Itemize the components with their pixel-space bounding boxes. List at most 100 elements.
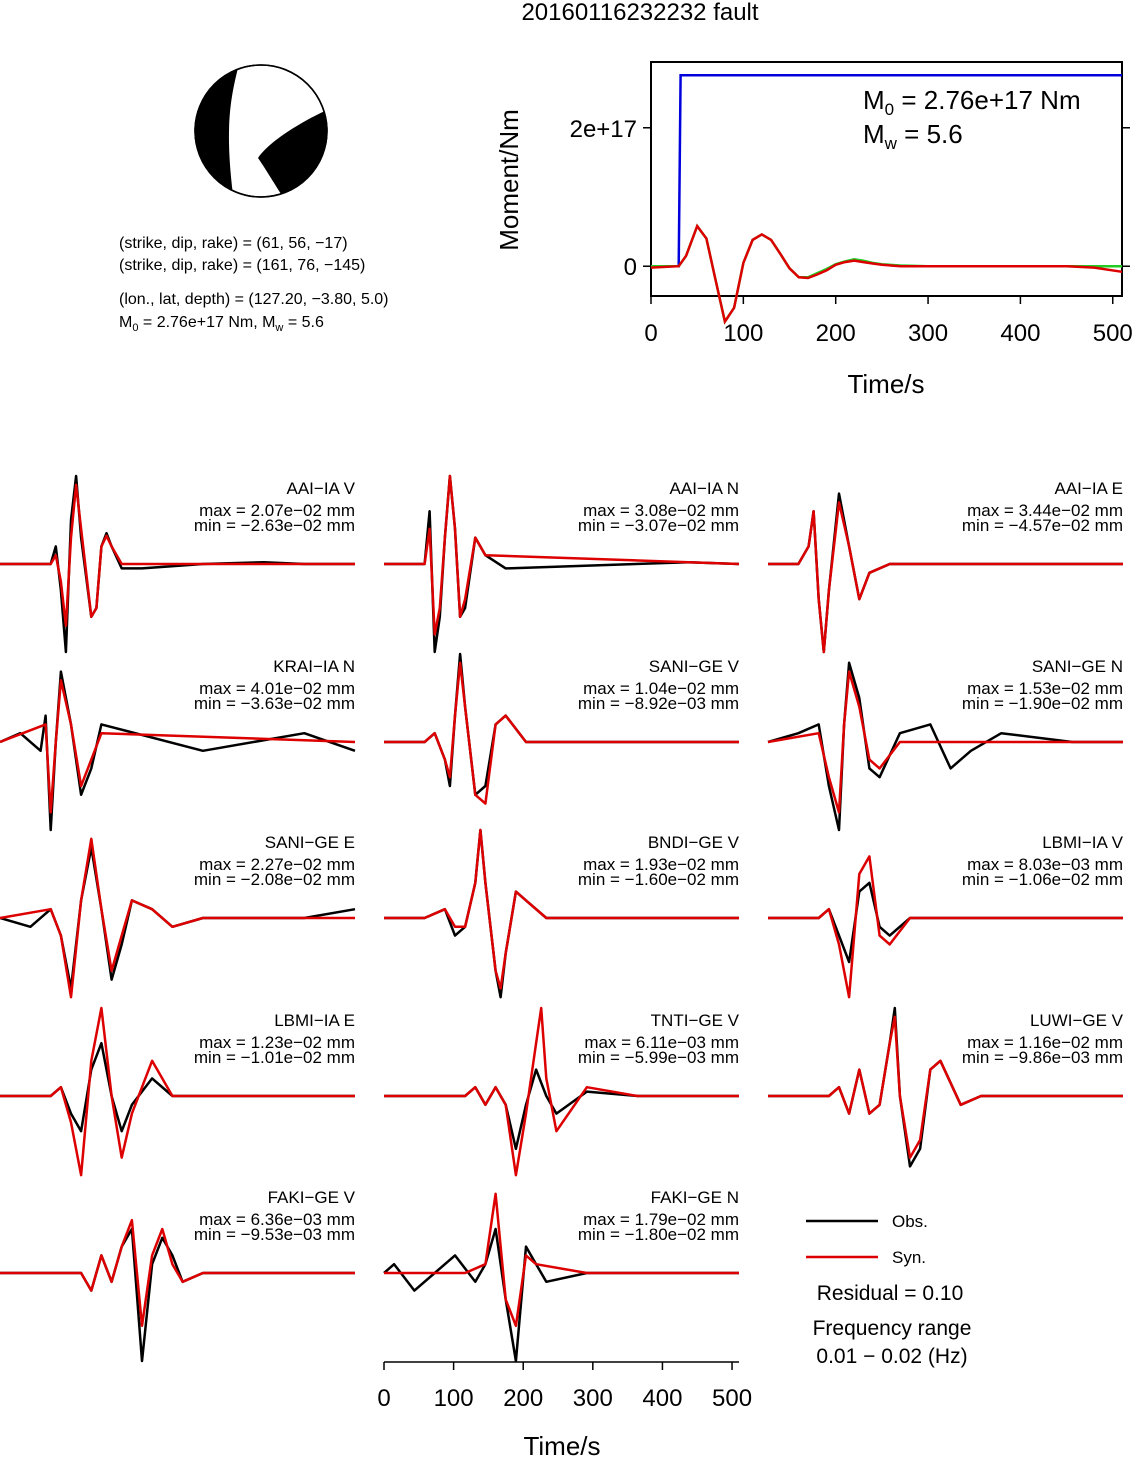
station-max: max = 3.44e−02 mm — [967, 501, 1123, 520]
bottom-xtick-label: 200 — [503, 1385, 543, 1412]
moment-axes: 0 100 200 300 400 500 0 2e+17 — [570, 116, 1133, 347]
station-max: max = 3.08e−02 mm — [583, 501, 739, 520]
station-min: min = −1.80e−02 mm — [578, 1225, 739, 1244]
station-max: max = 2.27e−02 mm — [199, 855, 355, 874]
station-max: max = 2.07e−02 mm — [199, 501, 355, 520]
moment-xtick-label: 100 — [723, 320, 763, 347]
focal-plane-1-text: (strike, dip, rake) = (61, 56, −17) — [119, 235, 348, 252]
station-max: max = 4.01e−02 mm — [199, 679, 355, 698]
station-name: SANI−GE N — [1032, 657, 1123, 676]
station-max: max = 1.04e−02 mm — [583, 679, 739, 698]
station-name: SANI−GE E — [265, 833, 355, 852]
synthetic-waveform — [0, 1006, 355, 1177]
bottom-xtick-label: 100 — [434, 1385, 474, 1412]
moment-series-group — [650, 73, 1123, 325]
moment-m0-label: M0 = 2.76e+17 Nm — [863, 85, 1081, 119]
moment-mw-label: Mw = 5.6 — [863, 119, 963, 153]
synthetic-waveform — [768, 1015, 1123, 1159]
synthetic-waveform — [384, 1006, 739, 1177]
station-name: BNDI−GE V — [648, 833, 740, 852]
synthetic-waveform — [0, 837, 355, 999]
observed-waveform — [768, 1006, 1123, 1168]
bottom-xlabel: Time/s — [523, 1431, 600, 1458]
station-max: max = 8.03e−03 mm — [967, 855, 1123, 874]
station-min: min = −2.08e−02 mm — [194, 870, 355, 889]
station-min: min = −3.07e−02 mm — [578, 516, 739, 535]
bottom-xtick-label: 300 — [573, 1385, 613, 1412]
observed-waveform — [0, 1227, 355, 1363]
moment-series-3 — [650, 223, 1123, 325]
moment-ytick-label: 0 — [624, 254, 637, 281]
moment-xtick-label: 0 — [644, 320, 657, 347]
legend-obs-label: Obs. — [892, 1212, 928, 1231]
station-max: max = 1.93e−02 mm — [583, 855, 739, 874]
moment-ylabel: Moment/Nm — [494, 109, 524, 251]
station-min: min = −1.90e−02 mm — [962, 694, 1123, 713]
station-name: SANI−GE V — [649, 657, 740, 676]
station-name: FAKI−GE V — [268, 1188, 356, 1207]
station-max: max = 6.11e−03 mm — [584, 1033, 739, 1052]
station-max: max = 1.53e−02 mm — [967, 679, 1123, 698]
station-name: LBMI−IA E — [274, 1011, 355, 1030]
station-min: min = −1.06e−02 mm — [962, 870, 1123, 889]
frequency-range-label: Frequency range — [813, 1317, 972, 1340]
observed-waveform — [768, 881, 1123, 964]
synthetic-waveform — [384, 1192, 739, 1328]
focal-plane-2-text: (strike, dip, rake) = (161, 76, −145) — [119, 257, 365, 274]
station-min: min = −5.99e−03 mm — [578, 1048, 739, 1067]
station-name: KRAI−IA N — [273, 657, 355, 676]
observed-waveform — [383, 1227, 739, 1363]
station-min: min = −1.01e−02 mm — [194, 1048, 355, 1067]
legend: Obs. Syn. — [806, 1212, 928, 1267]
moment-magnitude-text: M0 = 2.76e+17 Nm, Mw = 5.6 — [119, 314, 324, 334]
synthetic-waveform — [768, 501, 1123, 654]
synthetic-waveform — [0, 483, 355, 627]
location-text: (lon., lat, depth) = (127.20, −3.80, 5.0… — [119, 291, 389, 308]
synthetic-waveform — [767, 670, 1123, 814]
synthetic-waveform — [0, 1218, 355, 1328]
station-min: min = −2.63e−02 mm — [194, 516, 355, 535]
station-max: max = 1.23e−02 mm — [199, 1033, 355, 1052]
figure-title: 20160116232232 fault — [521, 0, 758, 26]
station-name: FAKI−GE N — [651, 1188, 739, 1207]
bottom-xtick-label: 400 — [642, 1385, 682, 1412]
station-min: min = −3.63e−02 mm — [194, 694, 355, 713]
legend-syn-label: Syn. — [892, 1248, 926, 1267]
station-name: LUWI−GE V — [1030, 1011, 1124, 1030]
station-min: min = −9.53e−03 mm — [194, 1225, 355, 1244]
moment-xtick-label: 200 — [816, 320, 856, 347]
station-name: LBMI−IA V — [1042, 833, 1123, 852]
station-min: min = −4.57e−02 mm — [962, 516, 1123, 535]
bottom-time-axis: 0 100 200 300 400 500 — [377, 1361, 752, 1412]
residual-text: Residual = 0.10 — [817, 1282, 964, 1305]
station-max: max = 1.79e−02 mm — [583, 1210, 739, 1229]
bottom-xtick-label: 500 — [712, 1385, 752, 1412]
focal-mechanism-beachball — [194, 64, 328, 198]
moment-xlabel: Time/s — [847, 369, 924, 399]
synthetic-waveform — [768, 855, 1123, 999]
bottom-xtick-label: 0 — [377, 1385, 390, 1412]
station-min: min = −1.60e−02 mm — [578, 870, 739, 889]
station-min: min = −8.92e−03 mm — [578, 694, 739, 713]
station-min: min = −9.86e−03 mm — [962, 1048, 1123, 1067]
moment-xtick-label: 400 — [1000, 320, 1040, 347]
moment-plot-frame — [650, 61, 1123, 297]
